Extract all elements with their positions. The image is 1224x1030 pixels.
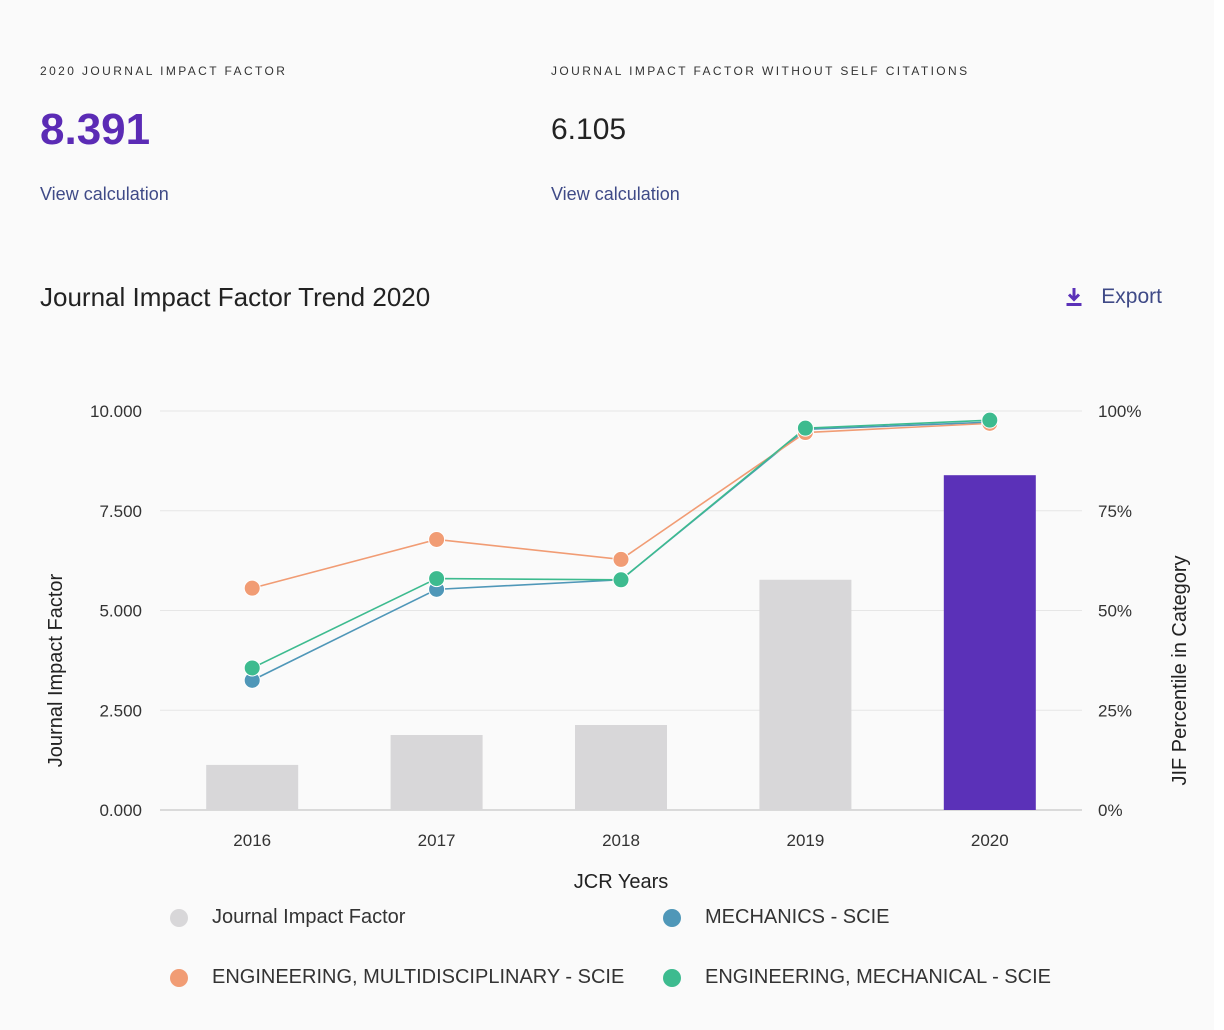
legend-item-mechanics-scie[interactable]: MECHANICS - SCIE bbox=[663, 906, 889, 929]
jif-view-calculation-link[interactable]: View calculation bbox=[40, 184, 169, 204]
jif-value: 8.391 bbox=[40, 105, 151, 154]
jif-without-self-value: 6.105 bbox=[551, 113, 627, 146]
series-point bbox=[428, 570, 446, 588]
chart-title: Journal Impact Factor Trend 2020 bbox=[40, 282, 431, 312]
series-line bbox=[251, 419, 990, 669]
legend-item-journal-impact-factor[interactable]: Journal Impact Factor bbox=[170, 906, 405, 929]
legend-dot-icon bbox=[663, 968, 681, 987]
y2-tick-label: 0% bbox=[1098, 801, 1123, 820]
legend-dot-icon bbox=[170, 968, 188, 987]
series-point bbox=[612, 550, 630, 568]
x-tick-label: 2018 bbox=[602, 831, 640, 850]
x-tick-label: 2016 bbox=[233, 831, 271, 850]
y2-tick-label: 25% bbox=[1098, 701, 1132, 720]
x-tick-label: 2019 bbox=[786, 831, 824, 850]
chart-legend: Journal Impact Factor MECHANICS - SCIE E… bbox=[170, 906, 1130, 1006]
y2-axis-label: JIF Percentile in Category bbox=[1169, 555, 1191, 785]
legend-dot-icon bbox=[663, 908, 681, 927]
series-point bbox=[612, 571, 630, 589]
legend-dot-icon bbox=[170, 908, 188, 927]
jif-bar bbox=[943, 475, 1036, 810]
y2-tick-label: 75% bbox=[1098, 502, 1132, 521]
y-axis-label: Journal Impact Factor bbox=[45, 573, 67, 767]
series-point bbox=[243, 579, 261, 597]
jif-without-self-citations-metric: JOURNAL IMPACT FACTOR WITHOUT SELF CITAT… bbox=[551, 64, 970, 204]
jif-trend-chart: 0.000 2.500 5.000 7.500 10.000 0% 25% 50% 75% 100… bbox=[45, 402, 1191, 893]
y2-tick-label: 50% bbox=[1098, 602, 1132, 621]
page-edge bbox=[1214, 0, 1224, 1030]
series-point bbox=[981, 411, 999, 429]
legend-item-engineering-mechanical-scie[interactable]: ENGINEERING, MECHANICAL - SCIE bbox=[663, 966, 1051, 989]
y-tick-label: 0.000 bbox=[99, 801, 142, 820]
series-point bbox=[243, 659, 261, 677]
legend-item-engineering-multidisciplinary-scie[interactable]: ENGINEERING, MULTIDISCIPLINARY - SCIE bbox=[170, 966, 624, 989]
jif-bar bbox=[390, 734, 483, 810]
export-button[interactable]: Export bbox=[1065, 285, 1162, 309]
jif-without-self-view-calculation-link[interactable]: View calculation bbox=[551, 184, 680, 204]
jif-label: 2020 JOURNAL IMPACT FACTOR bbox=[40, 64, 288, 78]
x-tick-label: 2020 bbox=[971, 831, 1009, 850]
legend-label: ENGINEERING, MULTIDISCIPLINARY - SCIE bbox=[212, 966, 625, 988]
x-tick-label: 2017 bbox=[418, 831, 456, 850]
series-point bbox=[796, 419, 814, 437]
series-point bbox=[428, 530, 446, 548]
legend-label: ENGINEERING, MECHANICAL - SCIE bbox=[705, 966, 1051, 988]
jif-metric: 2020 JOURNAL IMPACT FACTOR 8.391 View ca… bbox=[40, 64, 288, 204]
jif-without-self-label: JOURNAL IMPACT FACTOR WITHOUT SELF CITAT… bbox=[551, 64, 970, 78]
y-tick-label: 5.000 bbox=[99, 602, 142, 621]
x-axis-label: JCR Years bbox=[574, 871, 669, 893]
download-icon bbox=[1066, 288, 1082, 306]
y-tick-label: 7.500 bbox=[99, 502, 142, 521]
y-tick-label: 10.000 bbox=[90, 402, 142, 421]
export-label: Export bbox=[1101, 285, 1162, 308]
y2-tick-label: 100% bbox=[1098, 402, 1141, 421]
jif-bar bbox=[575, 725, 667, 810]
legend-label: MECHANICS - SCIE bbox=[705, 906, 890, 928]
jif-bar bbox=[206, 764, 299, 810]
y-tick-label: 2.500 bbox=[99, 701, 142, 720]
legend-label: Journal Impact Factor bbox=[212, 906, 406, 928]
jif-bar bbox=[759, 579, 852, 810]
